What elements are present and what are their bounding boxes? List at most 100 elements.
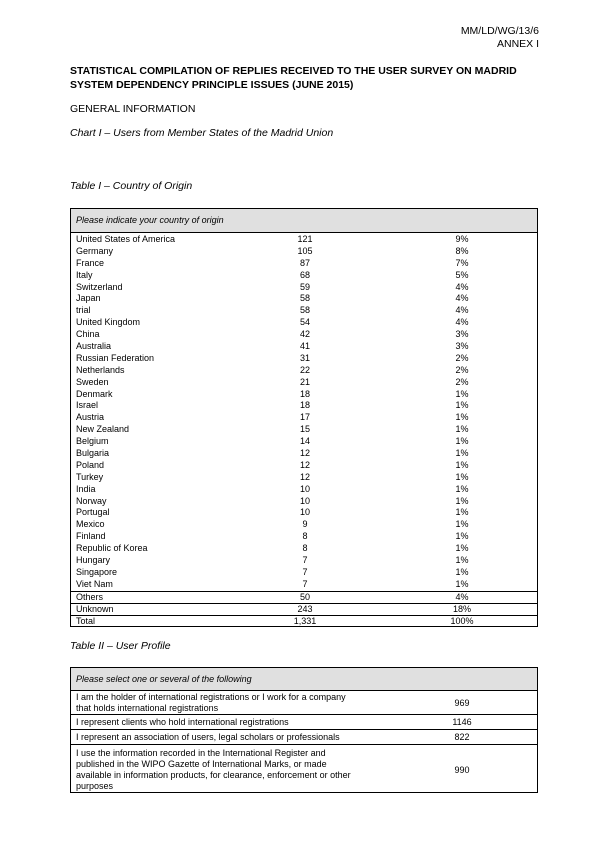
table-row: Republic of Korea 8 1% xyxy=(71,543,537,555)
user-profile-question: Please select one or several of the foll… xyxy=(71,668,537,691)
country-cell: trial xyxy=(76,305,91,316)
country-cell: China xyxy=(76,329,100,340)
country-cell: New Zealand xyxy=(76,424,130,435)
document-header: MM/LD/WG/13/6 ANNEX I xyxy=(461,25,539,51)
table-row: Unknown 243 18% xyxy=(71,602,537,615)
percent-cell: 1% xyxy=(455,507,469,518)
percent-cell: 4% xyxy=(455,293,469,304)
count-cell: 10 xyxy=(299,483,311,494)
profile-row: I use the information recorded in the In… xyxy=(71,745,537,795)
country-cell: Germany xyxy=(76,245,114,256)
percent-cell: 1% xyxy=(455,459,469,470)
table2-caption: Table II – User Profile xyxy=(70,640,171,652)
table-row: Denmark 18 1% xyxy=(71,389,537,401)
percent-cell: 8% xyxy=(455,245,469,256)
count-cell: 42 xyxy=(299,329,311,340)
table-row: Netherlands 22 2% xyxy=(71,365,537,377)
percent-cell: 1% xyxy=(455,448,469,459)
profile-count: 822 xyxy=(454,732,470,742)
percent-cell: 1% xyxy=(455,388,469,399)
table-row: China 42 3% xyxy=(71,329,537,341)
count-cell: 9 xyxy=(302,519,308,530)
table-row: Belgium 14 1% xyxy=(71,436,537,448)
table-row: Norway 10 1% xyxy=(71,496,537,508)
country-cell: Hungary xyxy=(76,555,111,566)
percent-cell: 7% xyxy=(455,257,469,268)
table-row: India 10 1% xyxy=(71,484,537,496)
percent-cell: 4% xyxy=(455,317,469,328)
profile-option-text: I represent an association of users, leg… xyxy=(76,731,340,742)
profile-option-text: I am the holder of international registr… xyxy=(76,691,346,713)
country-table: Please indicate your country of origin U… xyxy=(70,208,538,627)
percent-cell: 18% xyxy=(452,603,472,614)
table-row: Mexico 9 1% xyxy=(71,519,537,531)
table-row: United Kingdom 54 4% xyxy=(71,317,537,329)
country-cell: Mexico xyxy=(76,519,105,530)
count-cell: 105 xyxy=(297,245,313,256)
country-cell: Switzerland xyxy=(76,281,123,292)
country-cell: Denmark xyxy=(76,388,113,399)
country-cell: India xyxy=(76,483,96,494)
percent-cell: 9% xyxy=(455,234,469,244)
percent-cell: 2% xyxy=(455,352,469,363)
percent-cell: 1% xyxy=(455,412,469,423)
count-cell: 12 xyxy=(299,459,311,470)
percent-cell: 2% xyxy=(455,364,469,375)
table-row: Portugal 10 1% xyxy=(71,507,537,519)
percent-cell: 3% xyxy=(455,329,469,340)
percent-cell: 4% xyxy=(455,305,469,316)
country-cell: Portugal xyxy=(76,507,110,518)
country-cell: United Kingdom xyxy=(76,317,141,328)
percent-cell: 100% xyxy=(450,615,474,626)
country-table-summary: Others 50 4% Unknown 243 18% Total 1,331 100% xyxy=(71,590,537,627)
percent-cell: 1% xyxy=(455,555,469,566)
table-row: New Zealand 15 1% xyxy=(71,424,537,436)
count-cell: 22 xyxy=(299,364,311,375)
country-cell: United States of America xyxy=(76,234,176,244)
percent-cell: 1% xyxy=(455,483,469,494)
count-cell: 7 xyxy=(302,566,308,577)
document-reference: MM/LD/WG/13/6 xyxy=(460,25,539,37)
country-cell: Unknown xyxy=(76,603,114,614)
percent-cell: 1% xyxy=(455,531,469,542)
count-cell: 15 xyxy=(299,424,311,435)
profile-row: I represent clients who hold internation… xyxy=(71,715,537,730)
table-row: Germany 105 8% xyxy=(71,246,537,258)
table-row: Japan 58 4% xyxy=(71,293,537,305)
annex-label: ANNEX I xyxy=(496,38,539,50)
count-cell: 10 xyxy=(299,507,311,518)
count-cell: 12 xyxy=(299,448,311,459)
percent-cell: 5% xyxy=(455,269,469,280)
table-row: trial 58 4% xyxy=(71,305,537,317)
country-cell: Others xyxy=(76,591,104,602)
percent-cell: 2% xyxy=(455,376,469,387)
percent-cell: 1% xyxy=(455,519,469,530)
percent-cell: 1% xyxy=(455,436,469,447)
country-cell: Bulgaria xyxy=(76,448,110,459)
count-cell: 17 xyxy=(299,412,311,423)
count-cell: 41 xyxy=(299,341,311,352)
table-row: Total 1,331 100% xyxy=(71,614,537,627)
table-row: Finland 8 1% xyxy=(71,531,537,543)
profile-row: I represent an association of users, leg… xyxy=(71,730,537,745)
count-cell: 58 xyxy=(299,293,311,304)
count-cell: 50 xyxy=(299,591,311,602)
country-cell: Italy xyxy=(76,269,93,280)
percent-cell: 3% xyxy=(455,341,469,352)
table-row: United States of America 121 9% xyxy=(71,234,537,246)
country-cell: Australia xyxy=(76,341,112,352)
count-cell: 21 xyxy=(299,376,311,387)
country-cell: France xyxy=(76,257,105,268)
table-row: Bulgaria 12 1% xyxy=(71,448,537,460)
count-cell: 7 xyxy=(302,578,308,589)
country-cell: Austria xyxy=(76,412,105,423)
table-row: Switzerland 59 4% xyxy=(71,282,537,294)
percent-cell: 1% xyxy=(455,566,469,577)
country-cell: Viet Nam xyxy=(76,578,113,589)
profile-option-text: I use the information recorded in the In… xyxy=(76,747,351,791)
count-cell: 8 xyxy=(302,531,308,542)
table-row: France 87 7% xyxy=(71,258,537,270)
table-row: Australia 41 3% xyxy=(71,341,537,353)
percent-cell: 1% xyxy=(455,578,469,589)
